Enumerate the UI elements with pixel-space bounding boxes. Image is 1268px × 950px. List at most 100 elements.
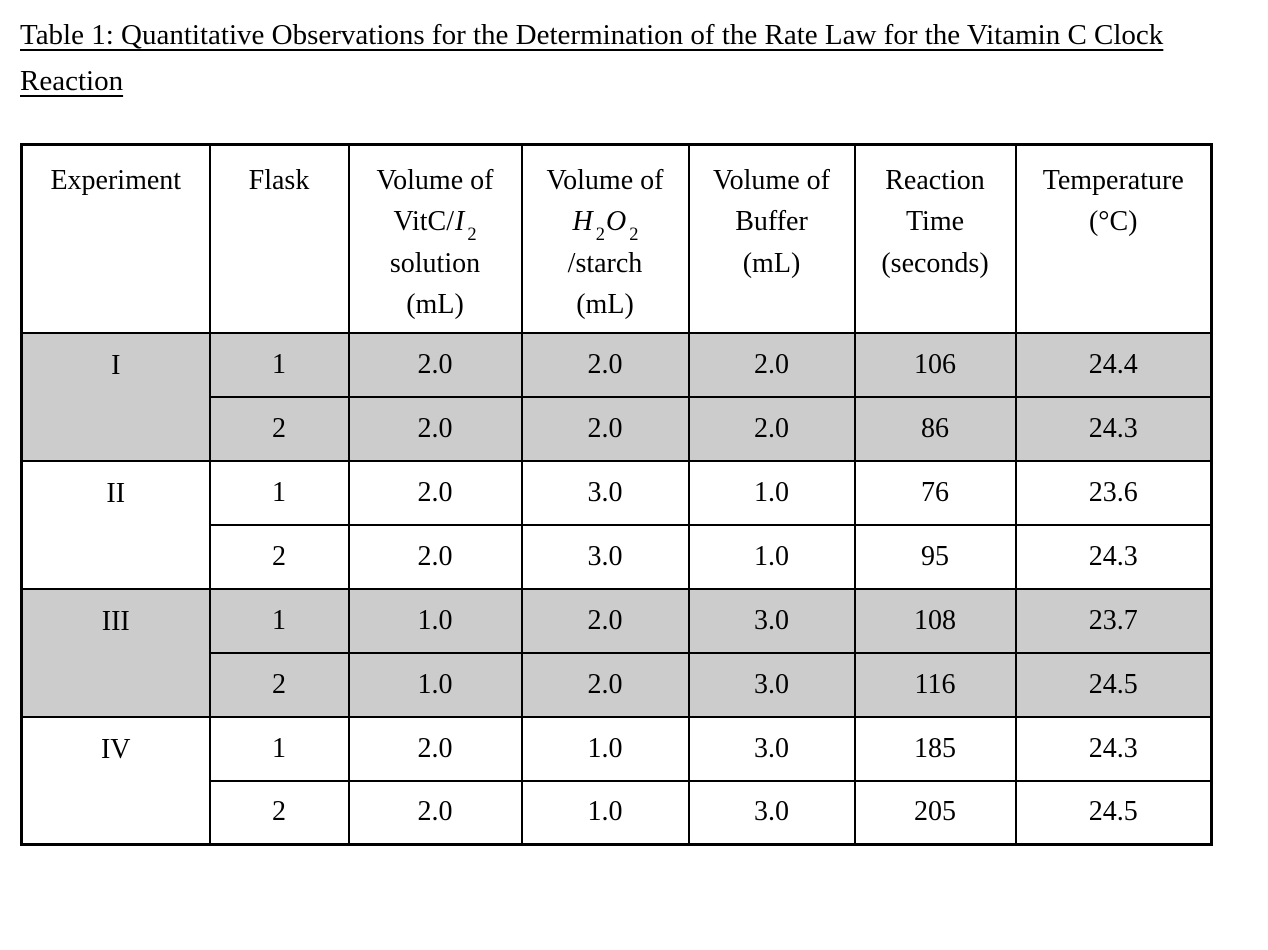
header-line: Time	[856, 201, 1015, 242]
buffer-cell: 1.0	[687, 523, 856, 590]
h2o2-cell: 2.0	[520, 395, 690, 462]
header-line: Volume of	[350, 160, 521, 201]
time-cell: 76	[853, 459, 1017, 526]
column-header-flask: Flask	[208, 143, 350, 334]
header-text: VitC/	[393, 206, 454, 238]
column-header-time: Reaction Time (seconds)	[853, 143, 1017, 334]
experiment-cell: I	[20, 331, 211, 462]
header-line: VitC/I 2	[350, 201, 521, 242]
header-line: /starch	[523, 243, 688, 284]
data-row-expIV-flask2: 2 2.0 1.0 3.0 205 24.5	[22, 779, 1213, 846]
column-header-temp: Temperature (°C)	[1014, 143, 1213, 334]
time-cell: 205	[853, 779, 1017, 846]
h2o2-cell: 3.0	[520, 523, 690, 590]
observations-table: Experiment Flask Volume of VitC/I 2 solution(…	[20, 143, 1213, 846]
vitc-cell: 2.0	[347, 779, 523, 846]
vitc-cell: 2.0	[347, 459, 523, 526]
italic-symbol: I	[455, 206, 465, 238]
vitc-cell: 2.0	[347, 331, 523, 398]
buffer-cell: 2.0	[687, 331, 856, 398]
time-cell: 86	[853, 395, 1017, 462]
vitc-cell: 2.0	[347, 715, 523, 782]
temp-cell: 23.7	[1014, 587, 1213, 654]
table-title: Table 1: Quantitative Observations for t…	[20, 19, 1164, 98]
time-cell: 116	[853, 651, 1017, 718]
vitc-cell: 1.0	[347, 587, 523, 654]
header-text: Temperature	[1042, 165, 1184, 196]
temp-cell: 24.5	[1014, 779, 1213, 846]
experiment-cell: IV	[20, 715, 211, 846]
time-cell: 185	[853, 715, 1017, 782]
time-cell: 108	[853, 587, 1017, 654]
header-line: Flask	[211, 160, 348, 201]
data-row-expIII-flask2: 2 1.0 2.0 3.0 116 24.5	[22, 651, 1213, 718]
header-text: (mL)	[742, 247, 801, 279]
header-text: Volume of	[376, 165, 494, 196]
header-line: Reaction	[856, 160, 1015, 201]
flask-cell: 1	[208, 587, 350, 654]
h2o2-cell: 2.0	[520, 651, 690, 718]
header-line: Buffer	[690, 201, 854, 242]
subscript: 2	[629, 223, 639, 244]
buffer-cell: 1.0	[687, 459, 856, 526]
data-row-expI-flask1: I 1 2.0 2.0 2.0 106 24.4	[20, 331, 1213, 462]
subscript: 2	[595, 223, 605, 244]
header-text: /starch	[567, 247, 643, 279]
time-cell: 106	[853, 331, 1017, 398]
buffer-cell: 3.0	[687, 587, 856, 654]
flask-cell: 2	[208, 523, 350, 590]
header-line: (mL)	[523, 284, 688, 325]
h2o2-cell: 2.0	[520, 331, 690, 398]
header-line: (mL)	[350, 284, 521, 325]
temp-cell: 24.3	[1014, 523, 1213, 590]
vitc-cell: 2.0	[347, 523, 523, 590]
flask-cell: 1	[208, 459, 350, 526]
flask-cell: 1	[208, 331, 350, 398]
header-text: (mL)	[406, 289, 464, 321]
data-row-expI-flask2: 2 2.0 2.0 2.0 86 24.3	[22, 395, 1213, 462]
experiment-cell: II	[20, 459, 211, 590]
time-cell: 95	[853, 523, 1017, 590]
header-line: (seconds)	[856, 243, 1015, 284]
header-line: (°C)	[1017, 201, 1211, 242]
column-header-buffer: Volume of Buffer (mL)	[687, 143, 856, 334]
header-text: (°C)	[1088, 206, 1138, 238]
h2o2-cell: 1.0	[520, 715, 690, 782]
column-header-experiment: Experiment	[20, 143, 211, 334]
buffer-cell: 3.0	[687, 715, 856, 782]
header-row: Experiment Flask Volume of VitC/I 2 solution(…	[20, 143, 1213, 334]
data-row-expII-flask1: II 1 2.0 3.0 1.0 76 23.6	[20, 459, 1213, 590]
header-text: Flask	[248, 165, 310, 196]
temp-cell: 24.5	[1014, 651, 1213, 718]
temp-cell: 24.3	[1014, 395, 1213, 462]
subscript: 2	[467, 223, 477, 244]
header-text: (mL)	[576, 289, 634, 321]
flask-cell: 1	[208, 715, 350, 782]
header-text: (seconds)	[881, 247, 989, 279]
header-text: Volume of	[713, 165, 830, 196]
vitc-cell: 1.0	[347, 651, 523, 718]
buffer-cell: 2.0	[687, 395, 856, 462]
header-line: solution	[350, 243, 521, 284]
italic-symbol: H	[572, 206, 593, 238]
temp-cell: 23.6	[1014, 459, 1213, 526]
column-header-h2o2: Volume of H 2O 2/starch (mL)	[520, 143, 690, 334]
table-header: Experiment Flask Volume of VitC/I 2 solution(…	[20, 143, 1213, 334]
data-row-expIV-flask1: IV 1 2.0 1.0 3.0 185 24.3	[20, 715, 1213, 846]
header-line: Volume of	[690, 160, 854, 201]
header-text: solution	[389, 247, 481, 279]
column-header-vitc: Volume of VitC/I 2 solution (mL)	[347, 143, 523, 334]
vitc-cell: 2.0	[347, 395, 523, 462]
experiment-cell: III	[20, 587, 211, 718]
header-text: Experiment	[50, 165, 182, 196]
header-line: Temperature	[1017, 160, 1211, 201]
buffer-cell: 3.0	[687, 779, 856, 846]
temp-cell: 24.4	[1014, 331, 1213, 398]
header-line: H 2O 2	[523, 201, 688, 242]
header-line: (mL)	[690, 243, 854, 284]
h2o2-cell: 1.0	[520, 779, 690, 846]
h2o2-cell: 3.0	[520, 459, 690, 526]
data-row-expIII-flask1: III 1 1.0 2.0 3.0 108 23.7	[20, 587, 1213, 718]
header-text: Buffer	[735, 206, 808, 238]
